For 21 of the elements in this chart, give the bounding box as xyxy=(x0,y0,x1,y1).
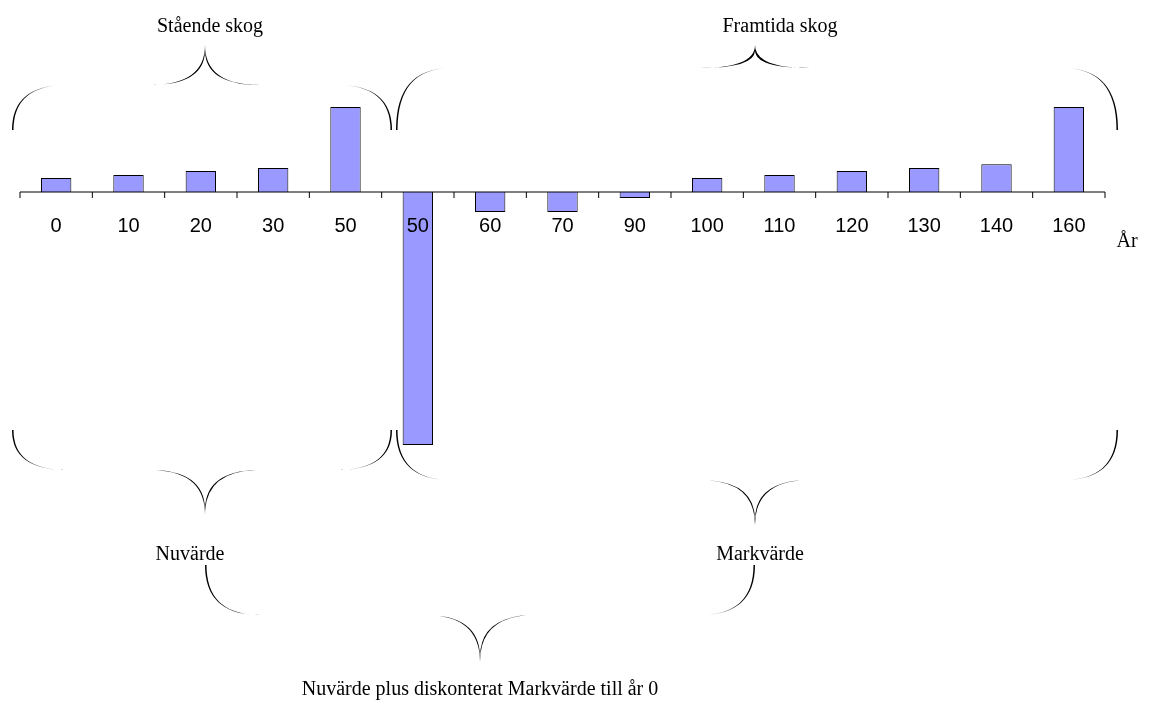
x-tick-label: 100 xyxy=(690,213,724,236)
x-tick-label: 160 xyxy=(1052,213,1086,236)
x-tick-label: 130 xyxy=(907,213,941,236)
x-tick-label: 140 xyxy=(979,213,1014,236)
x-tick-label: 0 xyxy=(50,213,62,236)
x-tick-label: 60 xyxy=(479,213,502,236)
text: Stående skog xyxy=(156,13,264,37)
x-tick-label: 10 xyxy=(117,213,140,236)
x-tick-label: 120 xyxy=(835,213,869,236)
x-tick-label: 50 xyxy=(406,213,429,236)
text: Nuvärde plus diskonterat Markvärde till år 0 xyxy=(301,676,659,700)
text: Nuvärde xyxy=(155,541,225,565)
text: Markvärde xyxy=(716,541,804,565)
x-tick-label: 90 xyxy=(623,213,646,236)
x-tick-label: 30 xyxy=(262,213,285,236)
x-axis-title: År xyxy=(1116,229,1138,252)
x-tick-label: 110 xyxy=(763,213,796,236)
x-tick-label: 70 xyxy=(551,213,574,236)
x-tick-label: 50 xyxy=(334,213,357,236)
x-tick-label: 20 xyxy=(189,213,212,236)
text: Framtida skog xyxy=(722,13,838,37)
